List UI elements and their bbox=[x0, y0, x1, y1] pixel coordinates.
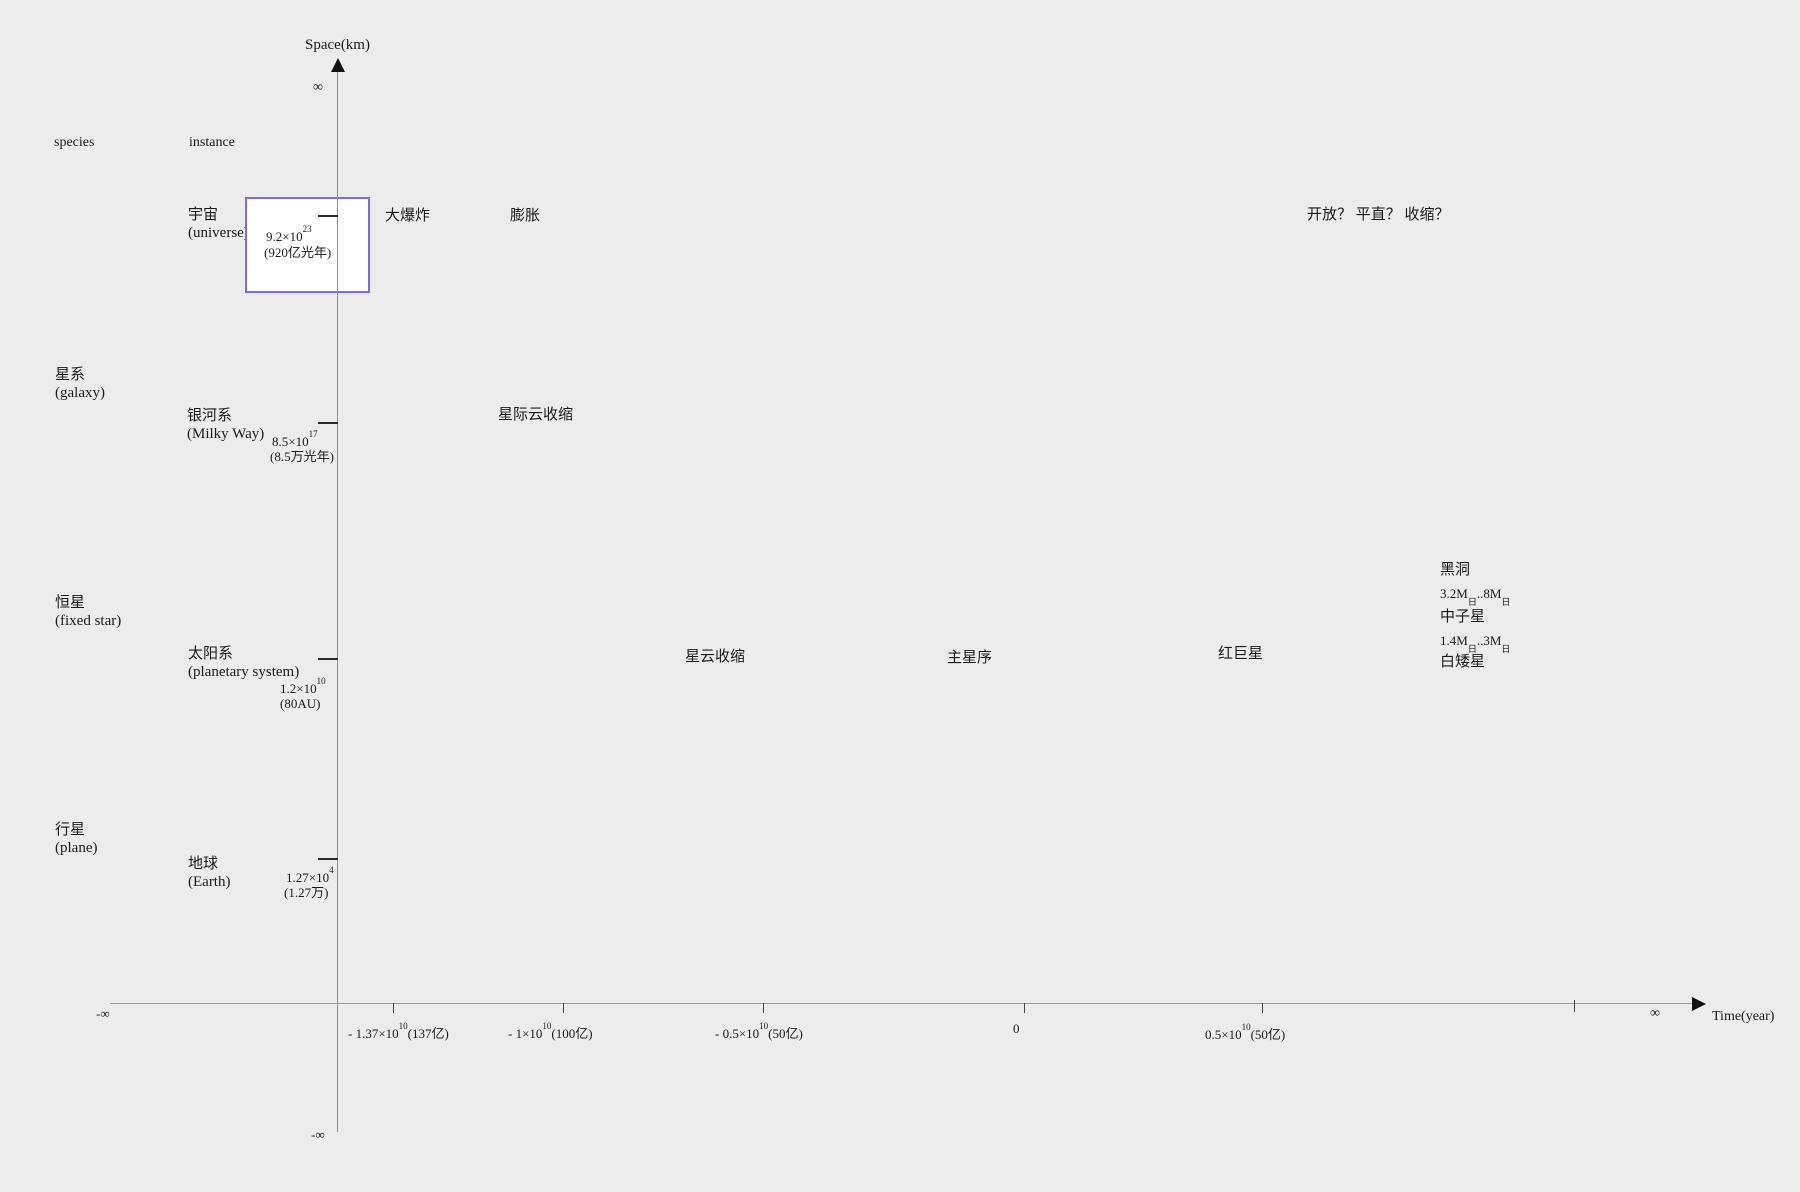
event-red-giant: 红巨星 bbox=[1218, 646, 1264, 662]
x-tick-label: 0.5×1010(50亿) bbox=[1205, 1021, 1286, 1042]
species-fixed-star: 恒星 (fixed star) bbox=[55, 594, 121, 630]
x-tick bbox=[393, 1003, 394, 1013]
species-galaxy-zh: 星系 bbox=[55, 367, 86, 383]
instance-earth-zh: 地球 bbox=[188, 856, 219, 872]
y-axis-line bbox=[337, 66, 338, 1132]
event-fate-question: 开放？ 平直？ 收缩？ bbox=[1307, 207, 1450, 223]
black-hole-mass-range: 3.2M日..8M日 bbox=[1440, 586, 1511, 607]
milky-way-size-value: 8.5×1017 bbox=[272, 428, 318, 449]
instance-column-header: instance bbox=[189, 135, 235, 150]
x-tick-label: - 0.5×1010(50亿) bbox=[715, 1020, 803, 1041]
universe-selection-box[interactable] bbox=[245, 197, 370, 293]
y-size-tick bbox=[318, 422, 338, 424]
earth-size-note: (1.27万) bbox=[284, 885, 329, 900]
universe-size-value: 9.2×1023 bbox=[266, 223, 312, 244]
x-tick bbox=[1262, 1003, 1263, 1013]
instance-milky-way-zh: 银河系 bbox=[187, 408, 233, 424]
y-axis-infinity-label: ∞ bbox=[313, 80, 323, 95]
instance-earth-en: (Earth) bbox=[188, 874, 231, 890]
species-galaxy: 星系 (galaxy) bbox=[55, 366, 105, 402]
x-axis-line bbox=[110, 1003, 1695, 1004]
event-main-sequence: 主星序 bbox=[947, 650, 993, 666]
x-tick-label: 0 bbox=[1013, 1021, 1020, 1036]
event-expansion: 膨胀 bbox=[510, 208, 541, 224]
x-tick bbox=[563, 1003, 564, 1013]
species-fixed-star-en: (fixed star) bbox=[55, 613, 122, 629]
event-nebula-contraction: 星云收缩 bbox=[685, 649, 746, 665]
event-black-hole: 黑洞 bbox=[1440, 562, 1471, 578]
instance-universe-zh: 宇宙 bbox=[188, 207, 219, 223]
x-tick-label: - 1.37×1010(137亿) bbox=[348, 1020, 449, 1041]
x-tick bbox=[1574, 1000, 1575, 1012]
instance-milky-way: 银河系 (Milky Way) bbox=[187, 407, 264, 443]
planetary-system-size-value: 1.2×1010 bbox=[280, 675, 326, 696]
y-size-tick bbox=[318, 858, 338, 860]
instance-planetary-system: 太阳系 (planetary system) bbox=[188, 645, 299, 681]
instance-universe-en: (universe) bbox=[188, 225, 249, 241]
y-size-tick bbox=[318, 658, 338, 660]
y-axis-arrow-icon bbox=[331, 58, 345, 72]
x-tick bbox=[1024, 1003, 1025, 1013]
species-galaxy-en: (galaxy) bbox=[55, 385, 105, 401]
neutron-star-mass-range: 1.4M日..3M日 bbox=[1440, 633, 1511, 654]
species-fixed-star-zh: 恒星 bbox=[55, 595, 86, 611]
x-axis-arrow-icon bbox=[1692, 997, 1706, 1011]
event-big-bang: 大爆炸 bbox=[385, 208, 431, 224]
instance-milky-way-en: (Milky Way) bbox=[187, 426, 265, 442]
universe-size-note: (920亿光年) bbox=[264, 245, 332, 260]
species-plane-zh: 行星 bbox=[55, 822, 86, 838]
x-axis-infinity-label: ∞ bbox=[1650, 1006, 1660, 1021]
x-axis-title: Time(year) bbox=[1712, 1009, 1775, 1024]
species-plane-en: (plane) bbox=[55, 840, 98, 856]
x-tick-label: - 1×1010(100亿) bbox=[508, 1020, 593, 1041]
event-interstellar-cloud-contraction: 星际云收缩 bbox=[498, 407, 574, 423]
y-axis-neg-infinity-label: -∞ bbox=[311, 1127, 325, 1142]
milky-way-size-note: (8.5万光年) bbox=[270, 449, 334, 464]
x-tick bbox=[763, 1003, 764, 1013]
species-plane: 行星 (plane) bbox=[55, 821, 97, 857]
instance-planetary-system-en: (planetary system) bbox=[188, 664, 300, 680]
y-axis-title: Space(km) bbox=[305, 37, 370, 53]
instance-earth: 地球 (Earth) bbox=[188, 855, 230, 891]
instance-universe: 宇宙 (universe) bbox=[188, 206, 249, 242]
event-white-dwarf: 白矮星 bbox=[1440, 654, 1486, 670]
event-neutron-star: 中子星 bbox=[1440, 609, 1486, 625]
earth-size-value: 1.27×104 bbox=[286, 864, 334, 885]
y-size-tick bbox=[318, 215, 338, 217]
species-column-header: species bbox=[54, 135, 95, 150]
x-axis-neg-infinity-label: -∞ bbox=[96, 1006, 110, 1021]
planetary-system-size-note: (80AU) bbox=[280, 696, 321, 711]
instance-planetary-system-zh: 太阳系 bbox=[188, 646, 234, 662]
